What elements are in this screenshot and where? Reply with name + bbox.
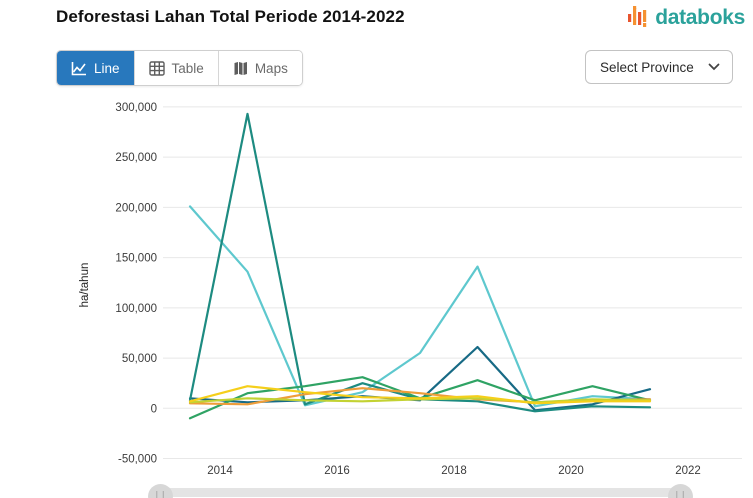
province-select-label: Select Province [600, 59, 694, 75]
series-line-light-cyan [188, 205, 652, 408]
y-tick-label: 100,000 [115, 303, 157, 315]
x-tick-label: 2020 [558, 465, 584, 477]
databoks-logo: databoks [627, 4, 745, 32]
y-tick-label: 150,000 [115, 253, 157, 265]
y-tick-label: -50,000 [118, 454, 157, 466]
toolbar: Line Table [0, 50, 753, 86]
line-chart-svg: 300,000 250,000 200,000 150,000 100,000 50,00… [79, 102, 742, 477]
time-range-slider: || || [0, 480, 753, 498]
x-tick-label: 2016 [324, 465, 350, 477]
province-select-dropdown[interactable]: Select Province [585, 50, 733, 84]
y-tick-label: 0 [151, 403, 157, 415]
chart-type-tab-group: Line Table [56, 50, 303, 86]
series-line-dark-teal [188, 112, 652, 413]
y-tick-label: 200,000 [115, 202, 157, 214]
range-slider-left-handle[interactable]: || [148, 484, 173, 498]
range-slider-right-handle[interactable]: || [668, 484, 693, 498]
y-tick-label: 50,000 [122, 353, 157, 365]
databoks-logo-text: databoks [655, 6, 745, 29]
table-grid-icon [148, 60, 165, 76]
page-title: Deforestasi Lahan Total Periode 2014-202… [56, 7, 405, 26]
range-slider-track[interactable] [163, 488, 687, 497]
grip-icon: || [154, 490, 167, 498]
databoks-bars-icon [628, 6, 647, 27]
header: Deforestasi Lahan Total Periode 2014-202… [0, 0, 753, 44]
y-tick-label: 250,000 [115, 152, 157, 164]
tab-line-label: Line [94, 60, 120, 76]
grip-icon: || [674, 490, 687, 498]
series-line-yellow [188, 385, 652, 405]
line-chart-area: 300,000 250,000 200,000 150,000 100,000 50,00… [0, 92, 753, 478]
y-axis-label: ha/tahun [79, 263, 91, 308]
maps-icon [233, 61, 248, 76]
x-tick-label: 2022 [675, 465, 701, 477]
tab-table[interactable]: Table [134, 51, 219, 85]
chevron-down-icon [708, 63, 720, 71]
y-tick-label: 300,000 [115, 102, 157, 114]
x-tick-label: 2014 [207, 465, 233, 477]
line-chart-icon [71, 61, 87, 76]
tab-maps-label: Maps [254, 60, 288, 76]
tab-line[interactable]: Line [57, 51, 135, 85]
x-tick-label: 2018 [441, 465, 467, 477]
tab-maps[interactable]: Maps [218, 51, 302, 85]
tab-table-label: Table [171, 60, 204, 76]
